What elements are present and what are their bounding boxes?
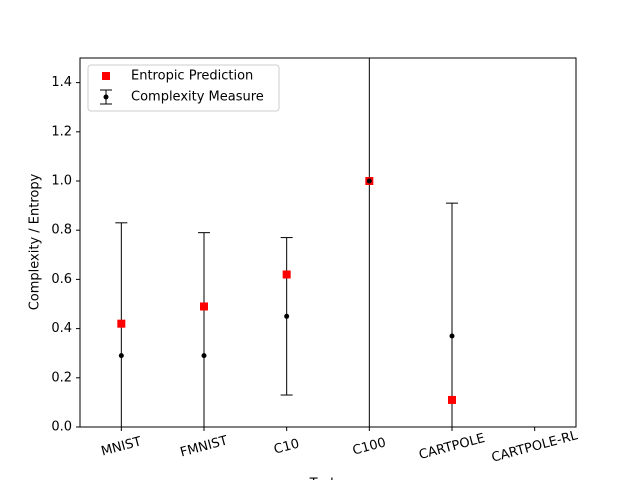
y-tick-label: 1.0	[51, 174, 72, 189]
dot-marker	[366, 178, 372, 184]
x-tick-label: C100	[351, 435, 388, 458]
y-tick-label: 1.4	[51, 75, 72, 90]
x-tick-label: CARTPOLE-RL	[490, 428, 580, 466]
x-tick-label: FMNIST	[179, 433, 230, 460]
dot-marker	[201, 353, 207, 359]
square-marker	[200, 302, 208, 311]
y-tick-label: 0.2	[51, 370, 72, 385]
legend: Entropic Prediction Complexity Measure	[87, 64, 280, 112]
y-axis-label: Complexity / Entropy	[28, 173, 43, 310]
x-axis-label: Tasks	[309, 477, 345, 480]
y-tick-label: 0.4	[51, 321, 72, 336]
legend-frame	[87, 64, 280, 112]
legend-label: Complexity Measure	[131, 90, 264, 105]
y-tick-label: 1.2	[51, 124, 72, 139]
error-bar	[368, 58, 370, 427]
x-tick-label: CARTPOLE	[417, 431, 486, 463]
legend-marker	[103, 94, 109, 100]
axes-frame	[79, 57, 577, 428]
plot-area	[115, 58, 458, 427]
x-tick-label: C10	[272, 436, 301, 457]
dot-marker	[449, 333, 455, 339]
x-tick-label: MNIST	[100, 434, 144, 459]
dot-marker	[284, 313, 290, 319]
y-tick-label: 0.0	[51, 420, 72, 435]
dot-marker	[118, 353, 124, 359]
legend-marker	[102, 72, 110, 80]
square-marker	[448, 395, 456, 404]
square-marker	[282, 270, 291, 279]
y-tick-label: 0.8	[51, 223, 72, 238]
legend-label: Entropic Prediction	[131, 69, 253, 84]
square-marker	[117, 319, 126, 328]
y-tick-label: 0.6	[51, 272, 72, 287]
